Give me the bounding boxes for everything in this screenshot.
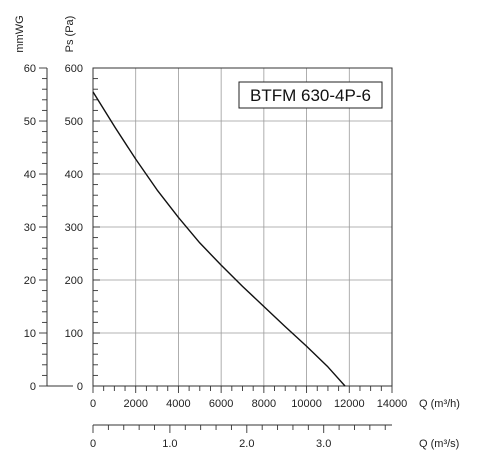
axes-layer bbox=[39, 67, 393, 433]
x-tick-label: 2000 bbox=[123, 398, 147, 410]
q2-axis-title: Q (m³/s) bbox=[419, 438, 459, 450]
y-tick-label: 100 bbox=[65, 328, 83, 340]
series-layer bbox=[92, 91, 346, 387]
y-axis-title: Ps (Pa) bbox=[64, 16, 76, 53]
grid-layer bbox=[93, 68, 392, 386]
x-tick-label: 0 bbox=[90, 398, 96, 410]
series-line bbox=[92, 91, 346, 387]
y-tick-label: 500 bbox=[65, 116, 83, 128]
model-label: BTFM 630-4P-6 bbox=[250, 86, 371, 105]
y-tick-label: 300 bbox=[65, 222, 83, 234]
y-tick-label: 400 bbox=[65, 169, 83, 181]
mmwg-tick-label: 60 bbox=[24, 63, 36, 75]
labels-layer: 0 2000 4000 6000 8000 10000 12000 14000 Q (m³/h)… bbox=[14, 15, 460, 450]
x-axis-title: Q (m³/h) bbox=[419, 398, 460, 410]
mmwg-tick-label: 0 bbox=[30, 381, 36, 393]
mmwg-tick-label: 30 bbox=[24, 222, 36, 234]
model-label-box bbox=[238, 81, 383, 109]
y-tick-label: 600 bbox=[65, 63, 83, 75]
q2-tick-label: 3.0 bbox=[316, 438, 331, 450]
x-tick-label: 4000 bbox=[166, 398, 190, 410]
y-tick-label: 0 bbox=[77, 381, 83, 393]
q2-tick-label: 0 bbox=[90, 438, 96, 450]
y-tick-label: 200 bbox=[65, 275, 83, 287]
x-tick-label: 6000 bbox=[209, 398, 233, 410]
x-tick-label: 8000 bbox=[252, 398, 276, 410]
q2-tick-label: 2.0 bbox=[239, 438, 254, 450]
mmwg-tick-label: 50 bbox=[24, 116, 36, 128]
mmwg-tick-label: 40 bbox=[24, 169, 36, 181]
mmwg-axis-title: mmWG bbox=[14, 15, 26, 52]
x-tick-label: 14000 bbox=[377, 398, 408, 410]
mmwg-tick-label: 10 bbox=[24, 328, 36, 340]
x-tick-label: 12000 bbox=[334, 398, 365, 410]
mmwg-tick-label: 20 bbox=[24, 275, 36, 287]
x-tick-label: 10000 bbox=[291, 398, 322, 410]
q2-tick-label: 1.0 bbox=[162, 438, 177, 450]
